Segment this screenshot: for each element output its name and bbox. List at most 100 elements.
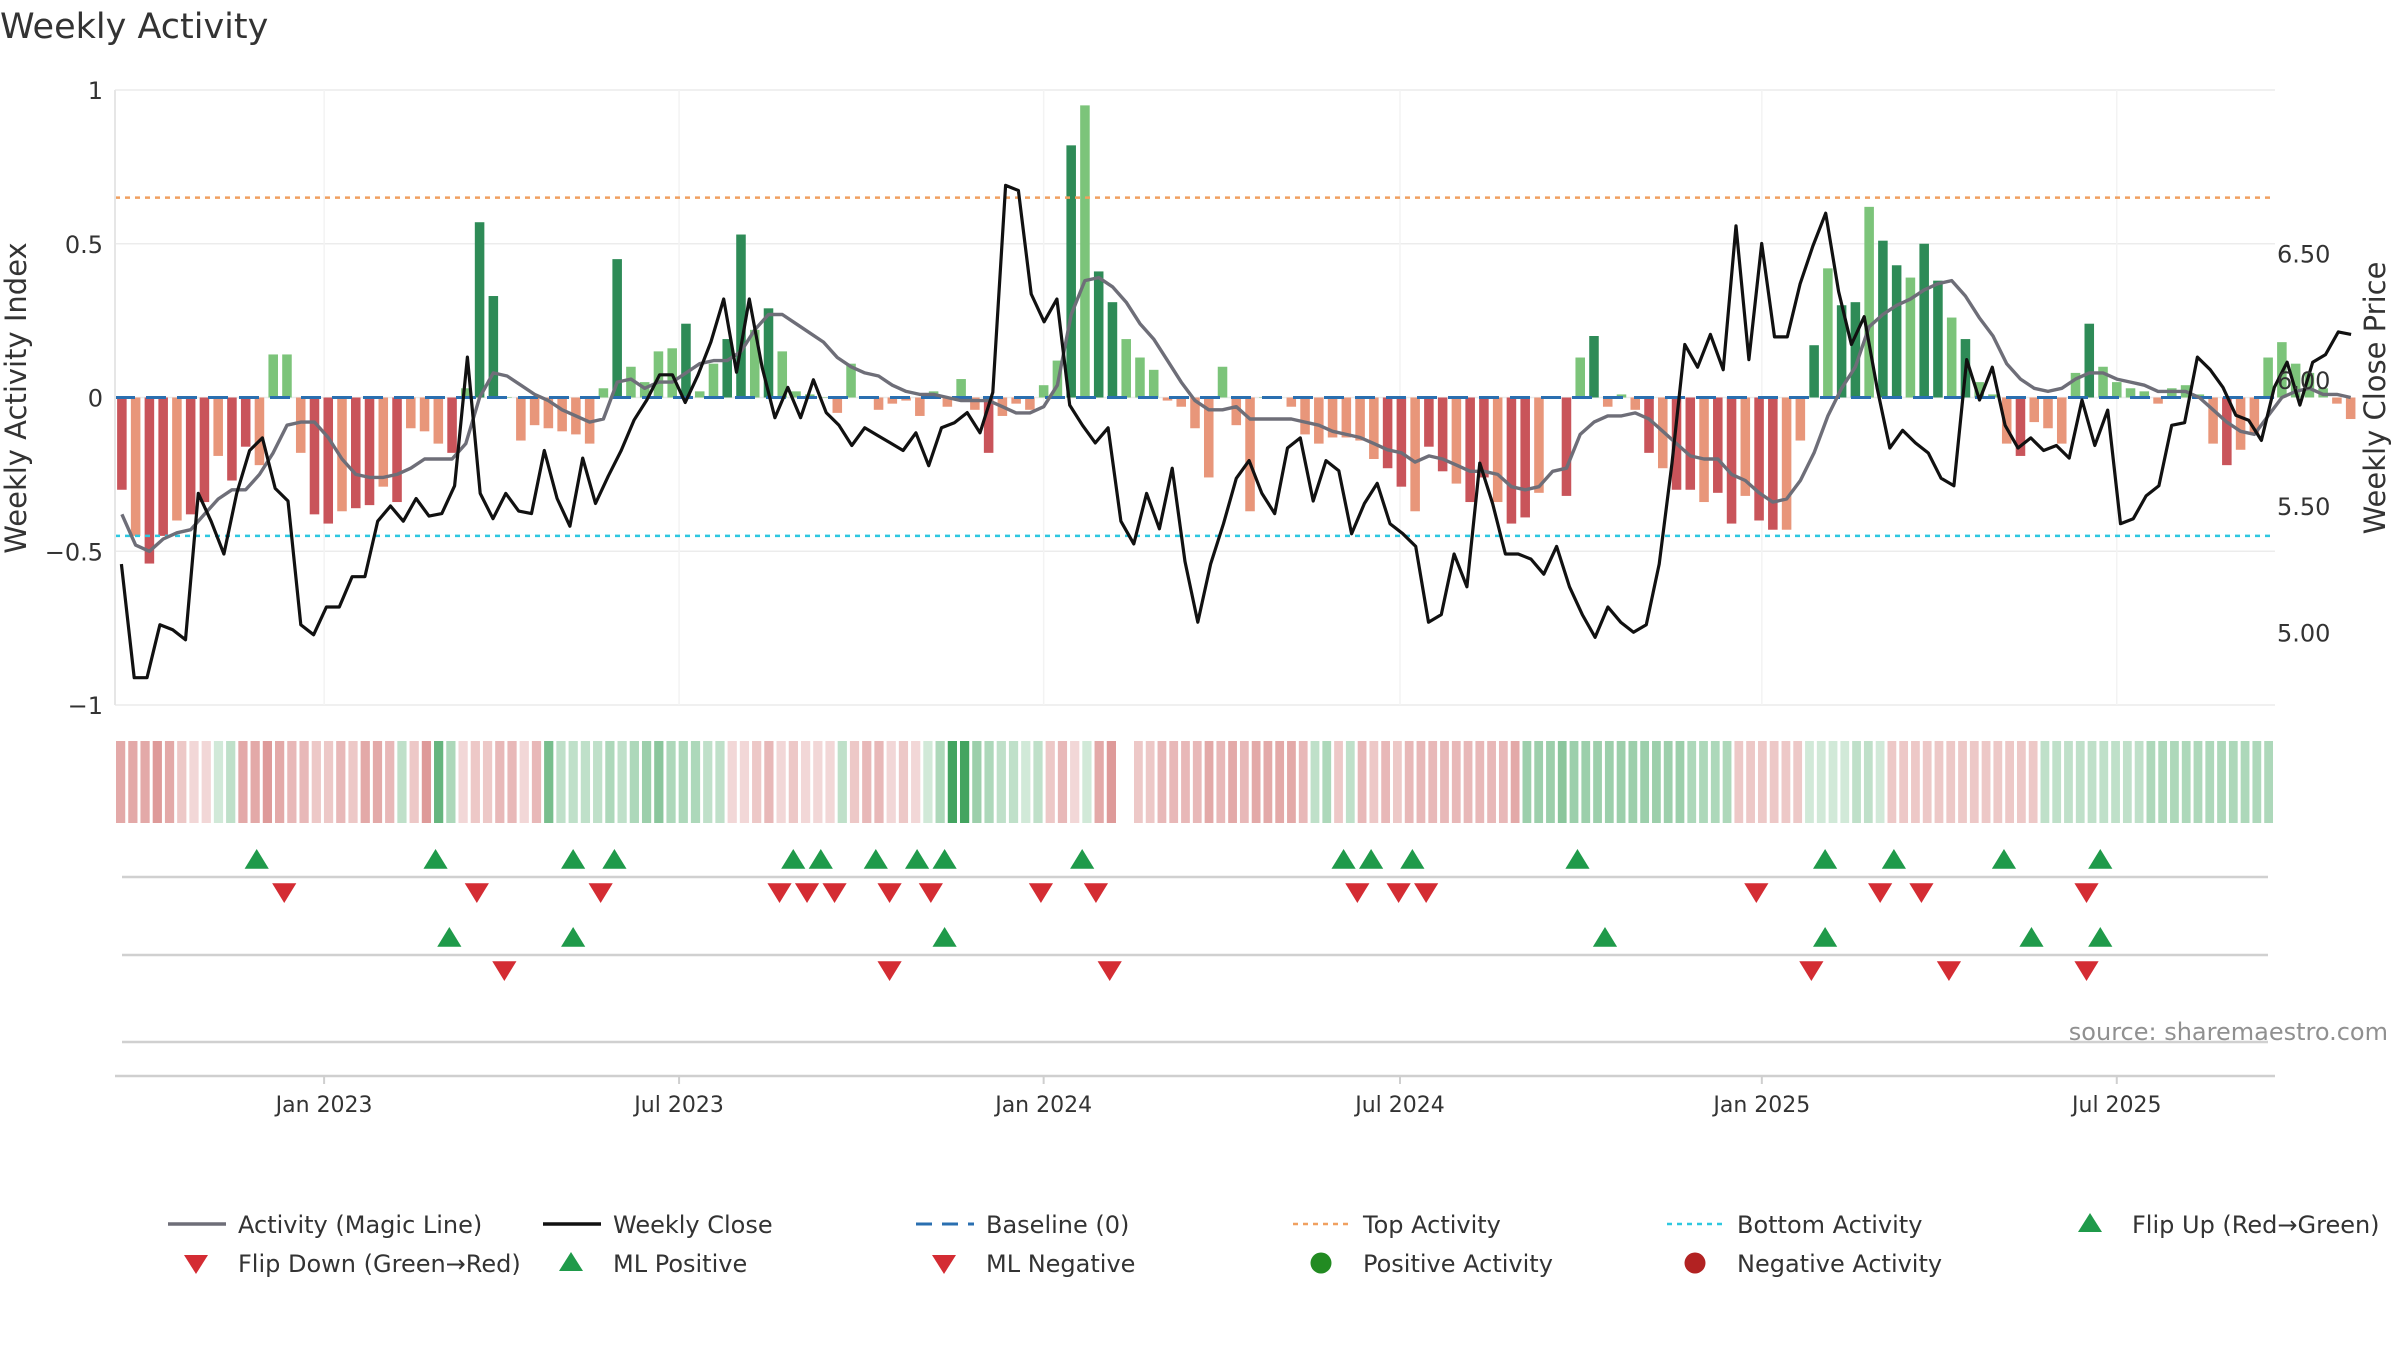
activity-bar	[1602, 397, 1613, 407]
strip-cell	[1404, 741, 1414, 823]
strip-cell	[813, 741, 823, 823]
activity-bar	[254, 397, 265, 466]
flip-up-marker	[1070, 849, 1095, 869]
strip-cell	[1993, 741, 2003, 823]
strip-cell	[641, 741, 652, 823]
activity-bar	[2208, 397, 2218, 444]
strip-cell	[1287, 741, 1296, 823]
activity-bar	[282, 354, 292, 398]
y-tick-label-right: 6.00	[2277, 367, 2330, 395]
strip-cell	[1793, 741, 1803, 823]
flip-up-marker	[904, 849, 930, 869]
strip-cell	[446, 741, 456, 823]
strip-cell	[299, 741, 309, 823]
strip-cell	[116, 741, 126, 823]
flip-up-marker	[244, 849, 269, 869]
ml-negative-marker	[492, 961, 517, 981]
strip-cell	[213, 741, 224, 823]
activity-bar	[2070, 372, 2081, 398]
strip-cell	[287, 741, 297, 823]
activity-bar	[1217, 366, 1228, 398]
activity-bar	[406, 397, 416, 429]
activity-bar	[2153, 397, 2163, 404]
strip-cell	[800, 741, 811, 823]
activity-bar	[1369, 397, 1379, 459]
strip-cell	[177, 741, 187, 823]
strip-cell	[1428, 741, 1438, 823]
ml-negative-marker	[877, 961, 902, 981]
ml-negative-marker	[1097, 961, 1122, 981]
activity-bar	[130, 397, 141, 536]
activity-bar	[2249, 397, 2260, 435]
strip-cell	[1475, 741, 1485, 823]
activity-bar	[364, 397, 375, 506]
activity-bar	[1080, 105, 1090, 398]
strip-cell	[666, 741, 676, 823]
activity-bar	[970, 397, 980, 410]
strip-cell	[336, 741, 346, 823]
strip-cell	[409, 741, 419, 823]
strip-cell	[788, 741, 798, 823]
ml-negative-marker	[1799, 961, 1824, 981]
strip-cell	[580, 741, 591, 823]
strip-cell	[1021, 741, 1031, 823]
ml-positive-marker	[2088, 927, 2113, 947]
strip-cell	[2005, 741, 2014, 823]
strip-cell	[556, 741, 566, 823]
activity-bar	[2043, 397, 2053, 429]
activity-bar	[805, 394, 815, 398]
flip-up-marker	[1331, 849, 1356, 869]
strip-cell	[1275, 741, 1285, 823]
strip-cell	[972, 741, 982, 823]
x-tick-label: Jan 2023	[274, 1093, 373, 1118]
activity-bar	[1575, 357, 1585, 398]
strip-cell	[593, 741, 603, 823]
activity-bar	[1823, 268, 1833, 398]
strip-cell	[1781, 741, 1791, 823]
strip-cell	[568, 741, 578, 823]
activity-bar	[708, 363, 719, 398]
strip-cell	[1958, 741, 1967, 823]
flip-up-marker	[1991, 849, 2017, 869]
activity-bar	[846, 363, 856, 398]
activity-bar	[1905, 277, 1916, 398]
strip-cell	[2146, 741, 2156, 823]
activity-bar	[1025, 397, 1035, 410]
activity-bar	[1520, 397, 1530, 518]
activity-bar	[1506, 397, 1517, 524]
strip-cell	[959, 741, 970, 823]
activity-bar	[144, 397, 155, 564]
flip-up-marker	[1813, 849, 1838, 869]
strip-cell	[2028, 741, 2038, 823]
strip-cell	[458, 741, 468, 823]
strip-cell	[837, 741, 847, 823]
activity-bar	[392, 397, 402, 503]
activity-bar	[1933, 280, 1943, 398]
strip-cell	[201, 741, 211, 823]
strip-cell	[1816, 741, 1826, 823]
strip-cell	[1416, 741, 1426, 823]
activity-bar	[1135, 357, 1145, 398]
strip-cell	[1310, 741, 1320, 823]
strip-cell	[1557, 741, 1567, 823]
activity-bar	[185, 397, 196, 515]
strip-cell	[164, 741, 175, 823]
strip-cell	[2170, 741, 2179, 823]
activity-bar	[626, 366, 636, 398]
legend-label: Positive Activity	[1363, 1250, 1553, 1278]
strip-cell	[886, 741, 896, 823]
activity-bar	[1396, 397, 1407, 487]
activity-bar	[1410, 397, 1420, 512]
strip-cell	[2205, 741, 2215, 823]
strip-cell	[1057, 741, 1068, 823]
strip-cell	[1369, 741, 1379, 823]
strip-cell	[1045, 741, 1055, 823]
flip-up-marker	[1881, 849, 1907, 869]
activity-bar	[240, 397, 251, 447]
strip-cell	[1451, 741, 1461, 823]
strip-cell	[752, 741, 762, 823]
chart-title: Weekly Activity	[0, 7, 268, 47]
activity-bar	[1726, 397, 1737, 524]
ml-positive-marker	[1592, 927, 1618, 947]
